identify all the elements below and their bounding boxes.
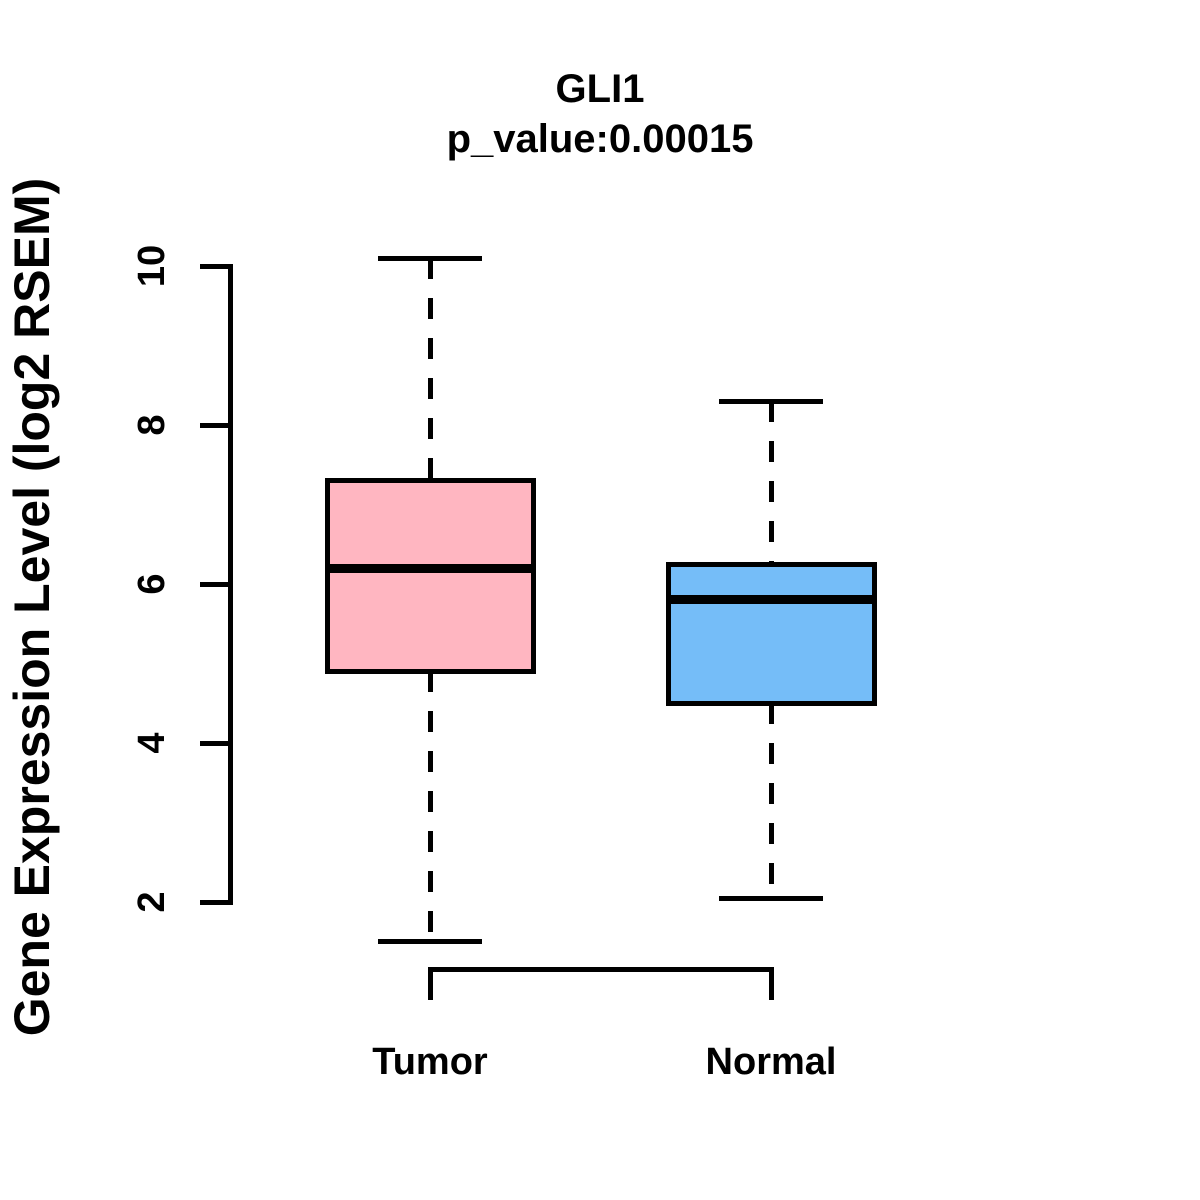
y-axis-tick-label: 6 — [131, 573, 173, 595]
median-line-normal — [668, 595, 874, 605]
whisker-cap-upper-tumor — [378, 255, 482, 261]
median-line-tumor — [327, 563, 533, 573]
whisker-cap-lower-normal — [719, 895, 823, 901]
whisker-lower-normal — [768, 703, 774, 899]
x-axis-label-tumor: Tumor — [372, 1041, 488, 1083]
x-axis-label-normal: Normal — [705, 1041, 837, 1083]
y-axis-tick-label: 4 — [131, 732, 173, 754]
y-axis-tick — [200, 263, 230, 269]
y-axis-tick-label: 8 — [131, 414, 173, 436]
chart-subtitle-pvalue: p_value:0.00015 — [446, 117, 754, 161]
chart-title: GLI1 — [555, 67, 645, 111]
y-axis-tick-label: 2 — [131, 891, 173, 913]
whisker-cap-lower-tumor — [378, 939, 482, 945]
y-axis-tick — [200, 422, 230, 428]
x-axis-line — [427, 966, 774, 972]
y-axis-tick — [200, 581, 230, 587]
y-axis-tick — [200, 899, 230, 905]
box-tumor — [324, 478, 536, 674]
x-axis-tick-normal — [768, 966, 774, 1000]
whisker-upper-tumor — [427, 258, 433, 481]
box-normal — [665, 561, 877, 706]
y-axis-tick — [200, 740, 230, 746]
y-axis-line — [227, 263, 233, 905]
whisker-cap-upper-normal — [719, 398, 823, 404]
y-axis-tick-label: 10 — [131, 244, 173, 288]
x-axis-tick-tumor — [427, 966, 433, 1000]
whisker-upper-normal — [768, 401, 774, 565]
whisker-lower-tumor — [427, 671, 433, 942]
